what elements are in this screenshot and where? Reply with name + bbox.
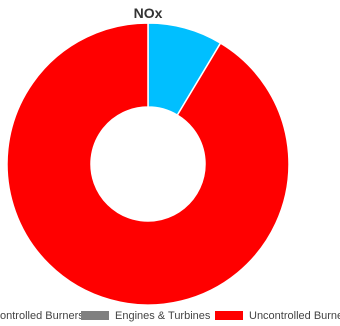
legend-swatch-engines-turbines[interactable] [81,311,109,320]
slice-uncontrolled-burners[interactable] [6,22,290,306]
legend-label-controlled-burners[interactable]: ontrolled Burners [0,310,84,322]
chart-title: NOx [133,5,163,21]
legend: ontrolled Burners Engines & Turbines Uncon… [0,310,340,322]
slices-group [6,22,290,306]
legend-label-uncontrolled-burners[interactable]: Uncontrolled Burners [249,310,340,322]
legend-swatch-uncontrolled-burners[interactable] [215,311,243,320]
legend-label-engines-turbines[interactable]: Engines & Turbines [115,310,211,322]
